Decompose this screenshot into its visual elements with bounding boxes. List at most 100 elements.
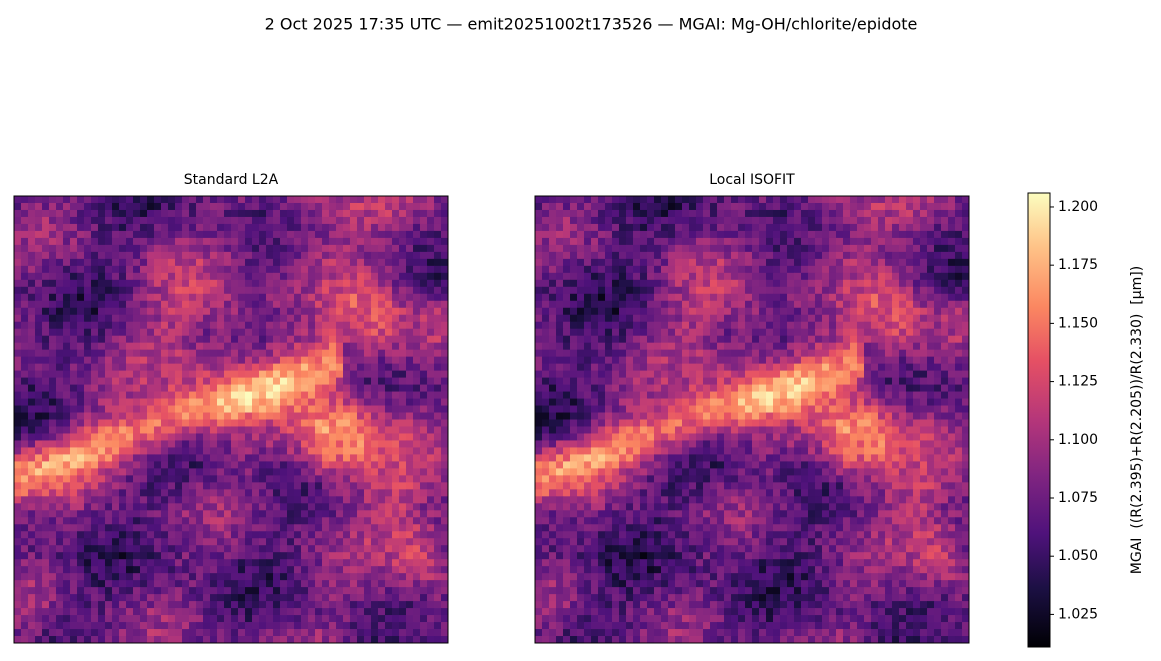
raster-cell — [392, 335, 400, 344]
raster-cell — [175, 510, 183, 518]
raster-cell — [696, 265, 704, 274]
raster-cell — [322, 279, 330, 288]
raster-cell — [434, 223, 442, 232]
raster-cell — [343, 426, 351, 434]
raster-cell — [322, 272, 330, 281]
raster-cell — [119, 349, 127, 358]
raster-cell — [385, 196, 393, 204]
raster-cell — [654, 202, 662, 211]
raster-cell — [399, 244, 407, 253]
raster-cell — [224, 587, 232, 595]
raster-cell — [822, 251, 830, 260]
raster-cell — [301, 398, 309, 406]
raster-cell — [133, 517, 141, 525]
raster-cell — [119, 615, 127, 623]
raster-cell — [612, 244, 620, 253]
raster-cell — [308, 286, 316, 295]
raster-cell — [119, 447, 127, 455]
raster-cell — [371, 391, 379, 399]
raster-cell — [182, 335, 190, 344]
raster-cell — [364, 363, 372, 372]
raster-cell — [133, 587, 141, 595]
raster-cell — [105, 440, 113, 448]
raster-cell — [91, 251, 99, 260]
raster-cell — [661, 202, 669, 211]
raster-cell — [329, 293, 337, 302]
raster-cell — [399, 454, 407, 462]
raster-cell — [147, 503, 155, 511]
raster-cell — [56, 524, 64, 532]
raster-cell — [98, 398, 106, 406]
raster-cell — [392, 580, 400, 588]
raster-cell — [420, 244, 428, 253]
raster-cell — [357, 517, 365, 525]
raster-cell — [112, 559, 120, 567]
raster-cell — [675, 209, 683, 218]
raster-cell — [371, 510, 379, 518]
raster-cell — [301, 328, 309, 337]
raster-cell — [301, 314, 309, 323]
raster-cell — [427, 419, 435, 427]
raster-cell — [175, 580, 183, 588]
raster-cell — [231, 503, 239, 511]
raster-cell — [371, 468, 379, 476]
raster-cell — [259, 293, 267, 302]
raster-cell — [913, 216, 921, 225]
raster-cell — [696, 202, 704, 211]
raster-cell — [913, 202, 921, 211]
raster-cell — [154, 279, 162, 288]
raster-cell — [273, 202, 281, 211]
raster-cell — [154, 419, 162, 427]
raster-cell — [294, 398, 302, 406]
raster-cell — [84, 391, 92, 399]
raster-cell — [175, 594, 183, 602]
raster-cell — [864, 244, 872, 253]
raster-cell — [105, 223, 113, 232]
raster-cell — [378, 377, 386, 385]
raster-cell — [703, 286, 711, 295]
raster-cell — [612, 293, 620, 302]
raster-cell — [84, 412, 92, 420]
raster-cell — [619, 196, 627, 204]
raster-cell — [175, 244, 183, 253]
raster-cell — [63, 349, 71, 358]
raster-cell — [808, 258, 816, 267]
raster-cell — [203, 279, 211, 288]
raster-cell — [21, 209, 29, 218]
raster-cell — [399, 433, 407, 441]
raster-cell — [147, 196, 155, 204]
raster-cell — [336, 209, 344, 218]
raster-cell — [864, 286, 872, 295]
raster-cell — [434, 244, 442, 253]
raster-cell — [420, 391, 428, 399]
raster-cell — [224, 223, 232, 232]
raster-cell — [343, 475, 351, 483]
raster-cell — [196, 580, 204, 588]
raster-cell — [413, 412, 421, 420]
raster-cell — [420, 419, 428, 427]
raster-cell — [626, 251, 634, 260]
raster-cell — [899, 293, 907, 302]
raster-cell — [556, 209, 564, 218]
raster-cell — [336, 615, 344, 623]
raster-cell — [336, 335, 344, 344]
raster-cell — [147, 510, 155, 518]
raster-cell — [21, 251, 29, 260]
raster-cell — [266, 489, 274, 497]
raster-cell — [350, 482, 358, 490]
raster-cell — [105, 293, 113, 302]
raster-cell — [175, 377, 183, 385]
raster-cell — [266, 419, 274, 427]
raster-cell — [399, 272, 407, 281]
raster-cell — [773, 216, 781, 225]
raster-cell — [899, 216, 907, 225]
raster-cell — [633, 251, 641, 260]
raster-cell — [259, 265, 267, 274]
raster-cell — [427, 328, 435, 337]
raster-cell — [175, 265, 183, 274]
raster-cell — [647, 265, 655, 274]
raster-cell — [927, 293, 935, 302]
raster-cell — [301, 461, 309, 469]
raster-cell — [364, 517, 372, 525]
raster-cell — [420, 216, 428, 225]
